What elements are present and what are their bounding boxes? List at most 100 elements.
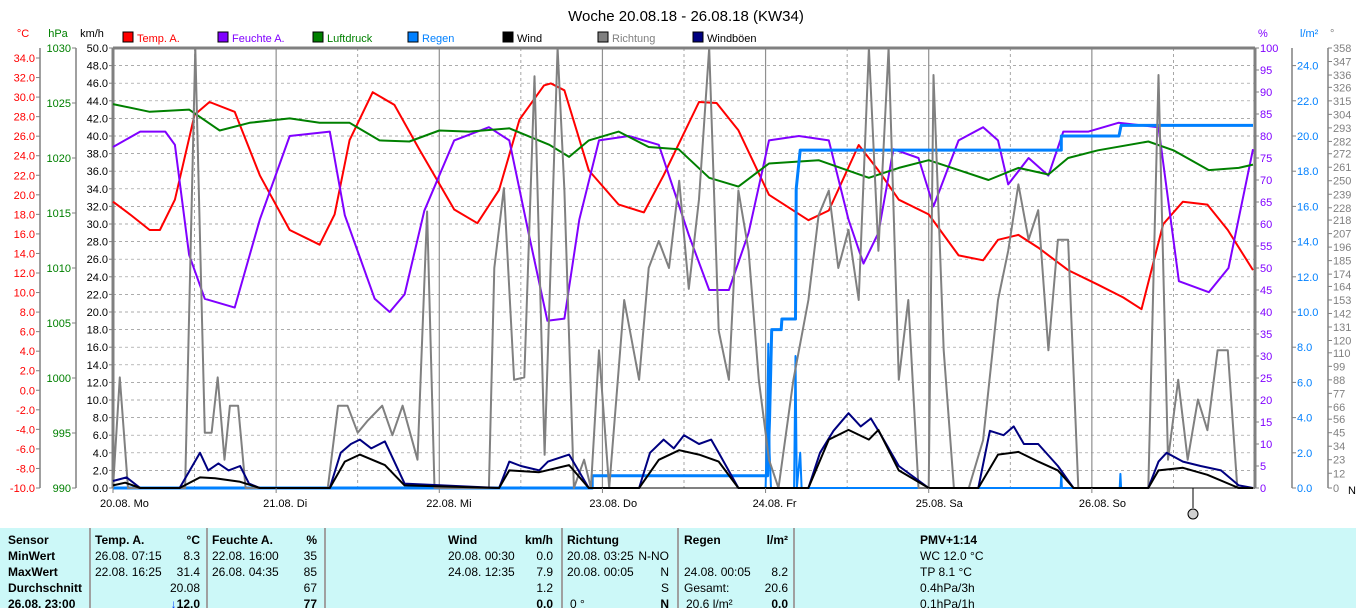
- direction-current: N: [660, 597, 669, 608]
- rain-current-total: 20.6 l/m²: [686, 597, 733, 608]
- legend-label: Temp. A.: [137, 33, 180, 45]
- pressure-axis-unit: hPa: [48, 28, 68, 40]
- humidity-tick-label: 50: [1260, 263, 1272, 275]
- humidity-min-time: 22.08. 16:00: [212, 549, 279, 563]
- pressure-tick-label: 1000: [47, 373, 71, 385]
- pressure-tick-label: 995: [53, 428, 71, 440]
- legend-swatch: [312, 31, 324, 43]
- temp-header: Temp. A.: [95, 533, 145, 547]
- humidity-tick-label: 40: [1260, 307, 1272, 319]
- temp-tick-label: 10.0: [14, 288, 35, 300]
- direction-tick-label: 164: [1333, 281, 1351, 293]
- pressure-tick-label: 1025: [47, 98, 71, 110]
- legend-label: Wind: [517, 33, 542, 45]
- legend-label: Regen: [422, 33, 454, 45]
- wind-unit: km/h: [524, 533, 553, 547]
- legend-label: Feuchte A.: [232, 33, 285, 45]
- temp-min-time: 26.08. 07:15: [95, 549, 162, 563]
- wind-tick-label: 28.0: [87, 237, 108, 249]
- direction-tick-label: 358: [1333, 43, 1351, 55]
- humidity-tick-label: 25: [1260, 373, 1272, 385]
- wind-current: 0.0: [536, 597, 553, 608]
- humidity-tick-label: 15: [1260, 417, 1272, 429]
- wind-min: 0.0: [536, 549, 553, 563]
- humidity-tick-label: 55: [1260, 241, 1272, 253]
- wind-tick-label: 40.0: [87, 131, 108, 143]
- dewpoint-value: TP 8.1 °C: [920, 565, 972, 579]
- temp-min: 8.3: [183, 549, 200, 563]
- wind-tick-label: 8.0: [93, 413, 108, 425]
- wind-tick-label: 0.0: [93, 483, 108, 495]
- rain-tick-label: 20.0: [1297, 131, 1318, 143]
- x-tick-label: 22.08. Mi: [426, 498, 471, 510]
- pressure-tick-label: 1010: [47, 263, 71, 275]
- rain-header: Regen: [684, 533, 721, 547]
- row-label-max: MaxWert: [8, 565, 58, 579]
- humidity-tick-label: 95: [1260, 65, 1272, 77]
- row-label-avg: Durchschnitt: [8, 581, 83, 595]
- wind-tick-label: 46.0: [87, 78, 108, 90]
- trend-down-icon: ↓: [170, 597, 177, 608]
- wind-tick-label: 10.0: [87, 395, 108, 407]
- pressure-tick-label: 1015: [47, 208, 71, 220]
- humidity-max: 85: [303, 565, 317, 579]
- humidity-current: 77: [303, 597, 317, 608]
- wind-header: Wind: [448, 533, 478, 547]
- humidity-header: Feuchte A.: [212, 533, 273, 547]
- direction-min: N-NO: [638, 549, 669, 563]
- humidity-tick-label: 100: [1260, 43, 1278, 55]
- temp-current: 12.0: [176, 597, 200, 608]
- temp-tick-label: 12.0: [14, 268, 35, 280]
- x-tick-label: 26.08. So: [1079, 498, 1126, 510]
- rain-tick-label: 4.0: [1297, 413, 1312, 425]
- humidity-tick-label: 75: [1260, 153, 1272, 165]
- humidity-tick-label: 85: [1260, 109, 1272, 121]
- wind-tick-label: 42.0: [87, 113, 108, 125]
- temp-tick-label: 8.0: [20, 307, 35, 319]
- direction-tick-label: 228: [1333, 203, 1351, 215]
- direction-tick-label: 239: [1333, 189, 1351, 201]
- legend-swatch: [597, 31, 609, 43]
- legend-swatch: [692, 31, 704, 43]
- temp-tick-label: 2.0: [20, 366, 35, 378]
- pressure-tick-label: 1020: [47, 153, 71, 165]
- wind-tick-label: 12.0: [87, 377, 108, 389]
- humidity-tick-label: 65: [1260, 197, 1272, 209]
- rain-current: 0.0: [771, 597, 788, 608]
- legend-swatch: [122, 31, 134, 43]
- temp-tick-label: -8.0: [16, 463, 35, 475]
- temp-tick-label: 24.0: [14, 151, 35, 163]
- direction-tick-label: 304: [1333, 109, 1351, 121]
- wind-tick-label: 44.0: [87, 96, 108, 108]
- temp-tick-label: 0.0: [20, 385, 35, 397]
- temp-tick-label: 4.0: [20, 346, 35, 358]
- x-tick-label: 21.08. Di: [263, 498, 307, 510]
- rain-tick-label: 6.0: [1297, 377, 1312, 389]
- temp-tick-label: 18.0: [14, 209, 35, 221]
- rain-tick-label: 14.0: [1297, 237, 1318, 249]
- rain-total: 20.6: [764, 581, 788, 595]
- series-luftdruck: [112, 103, 1254, 188]
- sensor-header: Sensor: [8, 533, 49, 547]
- humidity-tick-label: 0: [1260, 483, 1266, 495]
- temp-tick-label: -10.0: [10, 483, 35, 495]
- wind-max: 7.9: [536, 565, 553, 579]
- current-time-marker-icon[interactable]: [1187, 508, 1199, 520]
- wind-tick-label: 2.0: [93, 465, 108, 477]
- pressure-tick-label: 990: [53, 483, 71, 495]
- humidity-min: 35: [303, 549, 317, 563]
- series-regen: [113, 123, 1253, 490]
- direction-tick-label: 272: [1333, 149, 1351, 161]
- wind-tick-label: 20.0: [87, 307, 108, 319]
- humidity-tick-label: 60: [1260, 219, 1272, 231]
- rain-tick-label: 24.0: [1297, 61, 1318, 73]
- direction-tick-label: 120: [1333, 336, 1351, 348]
- rain-tick-label: 10.0: [1297, 307, 1318, 319]
- row-label-min: MinWert: [8, 549, 56, 563]
- temp-tick-label: -2.0: [16, 405, 35, 417]
- wind-tick-label: 4.0: [93, 448, 108, 460]
- direction-max-time: 20.08. 00:05: [567, 565, 634, 579]
- wind-tick-label: 24.0: [87, 272, 108, 284]
- humidity-tick-label: 45: [1260, 285, 1272, 297]
- stats-table: Sensor MinWert MaxWert Durchschnitt 26.0…: [0, 528, 1356, 608]
